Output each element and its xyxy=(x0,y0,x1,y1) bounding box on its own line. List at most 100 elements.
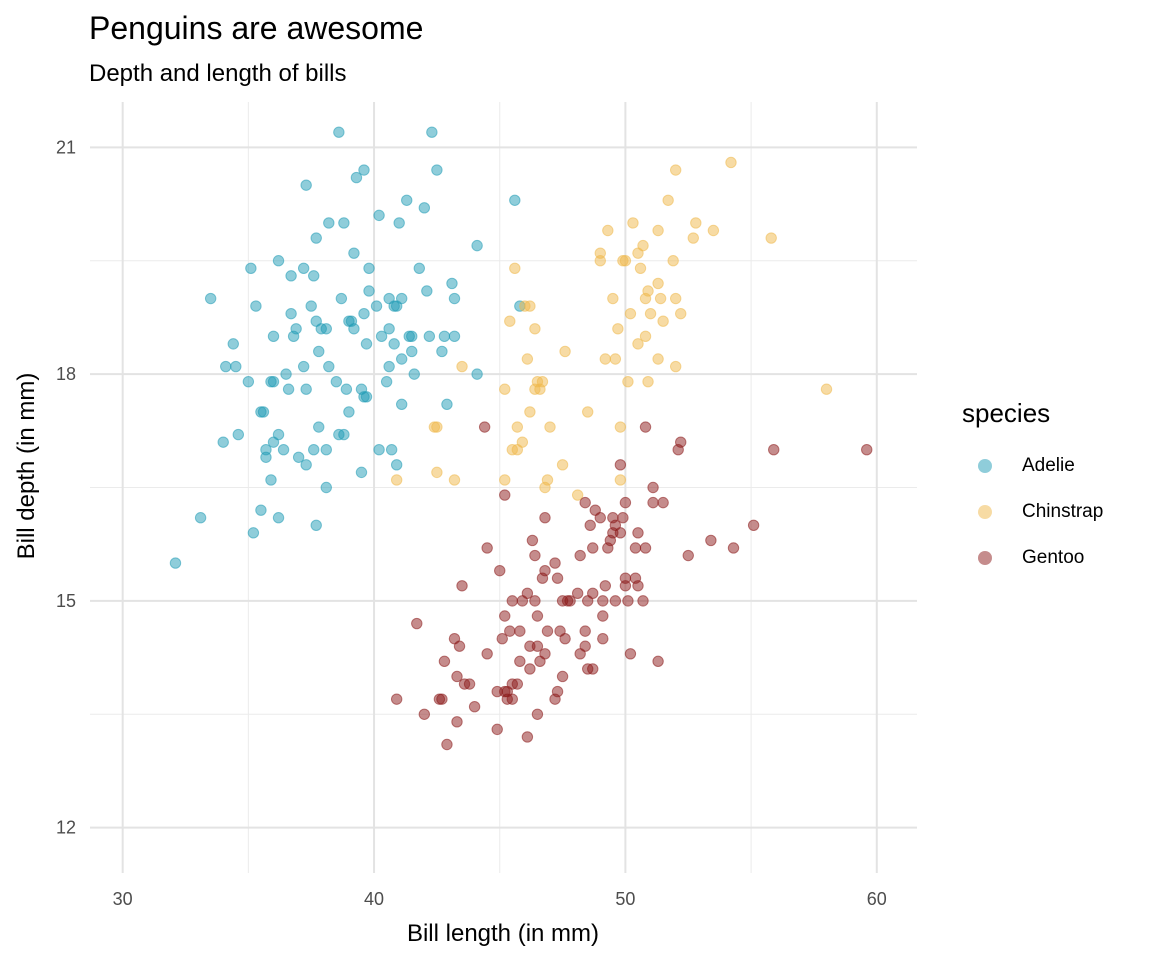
point-adelie xyxy=(383,360,395,373)
point-gentoo xyxy=(549,557,561,569)
point-gentoo xyxy=(861,444,873,456)
point-gentoo xyxy=(481,648,493,660)
point-adelie xyxy=(272,255,285,267)
point-chinstrap xyxy=(504,315,516,327)
point-adelie xyxy=(310,232,322,244)
legend: species Adelie Chinstrap Gentoo xyxy=(962,398,1103,581)
point-adelie xyxy=(169,557,182,569)
point-adelie xyxy=(300,383,312,395)
point-adelie xyxy=(385,444,398,456)
point-adelie xyxy=(277,444,290,456)
legend-key-gentoo xyxy=(978,551,992,565)
point-chinstrap xyxy=(644,307,657,320)
point-adelie xyxy=(383,323,395,335)
point-gentoo xyxy=(511,678,524,690)
point-chinstrap xyxy=(652,277,664,290)
point-chinstrap xyxy=(614,421,627,433)
point-gentoo xyxy=(539,648,551,660)
point-adelie xyxy=(227,338,239,350)
point-chinstrap xyxy=(652,224,664,237)
point-chinstrap xyxy=(642,285,654,297)
point-gentoo xyxy=(619,496,632,509)
x-axis-ticks: 30 40 50 60 xyxy=(113,889,887,909)
point-adelie xyxy=(348,247,360,259)
point-adelie xyxy=(217,436,229,448)
point-adelie xyxy=(308,444,320,456)
point-chinstrap xyxy=(594,247,606,259)
point-gentoo xyxy=(529,595,541,607)
point-chinstrap xyxy=(654,292,667,305)
point-adelie xyxy=(300,459,312,471)
legend-item-adelie: Adelie xyxy=(962,443,1103,489)
point-adelie xyxy=(348,323,360,335)
point-adelie xyxy=(421,285,433,297)
point-adelie xyxy=(401,194,413,206)
point-gentoo xyxy=(463,678,476,690)
data-points xyxy=(169,126,873,751)
point-adelie xyxy=(395,398,408,411)
point-adelie xyxy=(308,270,320,282)
point-gentoo xyxy=(436,693,448,705)
point-gentoo xyxy=(531,640,544,652)
point-gentoo xyxy=(531,610,544,622)
point-adelie xyxy=(370,300,383,312)
point-gentoo xyxy=(504,625,516,637)
point-gentoo xyxy=(609,595,622,607)
point-gentoo xyxy=(441,738,453,751)
point-gentoo xyxy=(768,444,780,456)
point-chinstrap xyxy=(524,406,536,418)
point-gentoo xyxy=(524,663,536,675)
x-tick-label: 60 xyxy=(867,889,887,909)
point-gentoo xyxy=(491,723,503,736)
legend-key-chinstrap xyxy=(978,505,992,519)
point-chinstrap xyxy=(669,360,682,373)
chart-title: Penguins are awesome xyxy=(89,10,424,46)
point-adelie xyxy=(313,421,325,433)
point-gentoo xyxy=(587,542,599,554)
point-gentoo xyxy=(506,693,518,705)
point-gentoo xyxy=(451,670,463,683)
point-adelie xyxy=(471,239,483,252)
point-chinstrap xyxy=(431,421,443,433)
point-gentoo xyxy=(551,685,564,698)
point-chinstrap xyxy=(448,474,461,486)
point-adelie xyxy=(272,512,285,524)
point-adelie xyxy=(358,307,370,320)
y-tick-label: 15 xyxy=(56,591,76,611)
point-gentoo xyxy=(451,716,463,728)
point-chinstrap xyxy=(516,436,529,448)
point-adelie xyxy=(373,444,385,456)
point-adelie xyxy=(282,383,295,395)
point-gentoo xyxy=(632,527,644,539)
point-chinstrap xyxy=(667,255,679,267)
point-chinstrap xyxy=(619,255,632,267)
point-adelie xyxy=(390,459,403,471)
point-chinstrap xyxy=(556,459,569,471)
legend-label-adelie: Adelie xyxy=(1022,455,1075,476)
point-gentoo xyxy=(506,595,518,607)
point-gentoo xyxy=(747,519,760,531)
point-chinstrap xyxy=(707,224,720,237)
legend-item-chinstrap: Chinstrap xyxy=(962,489,1103,535)
point-adelie xyxy=(320,481,332,494)
point-gentoo xyxy=(529,549,541,562)
point-chinstrap xyxy=(524,300,536,312)
point-gentoo xyxy=(514,655,526,668)
point-gentoo xyxy=(481,542,493,554)
point-gentoo xyxy=(639,421,652,433)
point-gentoo xyxy=(499,489,511,501)
point-chinstrap xyxy=(390,474,403,486)
point-gentoo xyxy=(494,564,506,577)
point-adelie xyxy=(436,345,448,358)
point-gentoo xyxy=(531,708,544,720)
point-adelie xyxy=(245,262,257,274)
point-chinstrap xyxy=(541,474,554,486)
point-adelie xyxy=(232,428,245,441)
point-adelie xyxy=(285,270,297,282)
point-chinstrap xyxy=(765,232,777,244)
point-chinstrap xyxy=(599,353,612,365)
y-tick-label: 21 xyxy=(56,137,76,157)
point-gentoo xyxy=(705,534,717,547)
point-adelie xyxy=(333,126,345,138)
